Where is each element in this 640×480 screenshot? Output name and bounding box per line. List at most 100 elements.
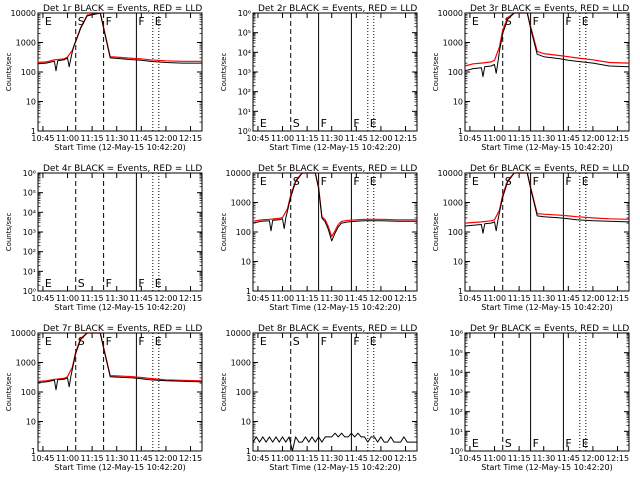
series-line-events bbox=[464, 172, 630, 234]
marker-label-S: S bbox=[293, 117, 300, 130]
y-tick-label: 10³ bbox=[450, 388, 463, 397]
y-axis-label: Counts/sec bbox=[220, 53, 228, 92]
x-tick-label: 11:30 bbox=[105, 454, 128, 463]
marker-label-E: E bbox=[582, 175, 589, 188]
marker-label-E: E bbox=[260, 117, 267, 130]
y-tick-label: 1000 bbox=[16, 39, 36, 48]
y-tick-label: 10⁰ bbox=[238, 127, 251, 136]
y-tick-label: 10⁶ bbox=[238, 9, 251, 18]
panel-title: Det 5r BLACK = Events, RED = LLD bbox=[258, 164, 417, 174]
x-tick-label: 11:30 bbox=[532, 454, 555, 463]
panel-det-5r: Det 5r BLACK = Events, RED = LLD Counts/s… bbox=[220, 164, 418, 312]
x-tick-label: 11:45 bbox=[130, 454, 153, 463]
marker-label-E: E bbox=[45, 335, 52, 348]
y-tick-label: 10¹ bbox=[450, 427, 463, 436]
x-tick-label: 11:00 bbox=[56, 134, 79, 143]
marker-label-E: E bbox=[45, 277, 52, 290]
y-tick-label: 1 bbox=[246, 447, 251, 456]
y-axis-label: Counts/sec bbox=[432, 373, 440, 412]
panel-title: Det 6r BLACK = Events, RED = LLD bbox=[470, 164, 629, 174]
y-tick-label: 10⁴ bbox=[450, 368, 463, 377]
y-tick-label: 10² bbox=[450, 408, 463, 417]
x-tick-label: 10:45 bbox=[458, 134, 481, 143]
panel-det-7r: Det 7r BLACK = Events, RED = LLD Counts/s… bbox=[5, 324, 203, 472]
x-tick-label: 11:45 bbox=[130, 134, 153, 143]
y-tick-label: 10⁶ bbox=[23, 169, 36, 178]
x-tick-label: 12:15 bbox=[179, 134, 202, 143]
x-tick-label: 11:30 bbox=[532, 134, 555, 143]
x-tick-label: 11:15 bbox=[296, 454, 319, 463]
y-tick-label: 10⁴ bbox=[238, 48, 251, 57]
y-tick-label: 1 bbox=[458, 287, 463, 296]
y-tick-label: 10000 bbox=[226, 169, 251, 178]
marker-label-S: S bbox=[505, 15, 512, 28]
series-line-lld bbox=[464, 12, 630, 67]
marker-label-S: S bbox=[78, 335, 85, 348]
y-tick-label: 1000 bbox=[443, 199, 463, 208]
x-tick-label: 11:15 bbox=[81, 134, 104, 143]
marker-label-E: E bbox=[472, 437, 479, 450]
plot-frame bbox=[464, 12, 630, 132]
y-tick-label: 100 bbox=[448, 68, 463, 77]
x-tick-label: 11:00 bbox=[271, 134, 294, 143]
x-tick-label: 11:30 bbox=[532, 294, 555, 303]
x-tick-label: 11:45 bbox=[345, 454, 368, 463]
x-tick-label: 11:30 bbox=[320, 294, 343, 303]
x-tick-label: 12:15 bbox=[394, 454, 417, 463]
marker-label-F: F bbox=[533, 437, 539, 450]
x-tick-label: 12:00 bbox=[369, 294, 392, 303]
marker-label-F: F bbox=[321, 335, 327, 348]
x-axis-label: Start Time (12-May-15 10:42:20) bbox=[269, 463, 400, 472]
marker-label-E: E bbox=[472, 15, 479, 28]
y-tick-label: 10000 bbox=[226, 329, 251, 338]
plot-frame bbox=[37, 332, 203, 452]
x-tick-label: 11:00 bbox=[483, 454, 506, 463]
x-tick-label: 11:15 bbox=[296, 294, 319, 303]
y-tick-label: 10 bbox=[453, 258, 463, 267]
y-tick-label: 10³ bbox=[23, 228, 36, 237]
y-tick-label: 10000 bbox=[11, 329, 36, 338]
y-tick-label: 10² bbox=[238, 88, 251, 97]
y-tick-label: 10⁰ bbox=[23, 287, 36, 296]
x-tick-label: 11:30 bbox=[320, 454, 343, 463]
panel-det-1r: Det 1r BLACK = Events, RED = LLD Counts/s… bbox=[5, 4, 203, 152]
marker-label-E: E bbox=[582, 15, 589, 28]
panel-title: Det 8r BLACK = Events, RED = LLD bbox=[258, 324, 417, 334]
x-axis-label: Start Time (12-May-15 10:42:20) bbox=[269, 303, 400, 312]
x-tick-label: 12:00 bbox=[369, 134, 392, 143]
marker-label-F: F bbox=[321, 117, 327, 130]
marker-label-E: E bbox=[260, 335, 267, 348]
marker-label-E: E bbox=[155, 335, 162, 348]
y-tick-label: 10000 bbox=[11, 9, 36, 18]
marker-label-E: E bbox=[472, 175, 479, 188]
x-tick-label: 12:15 bbox=[606, 454, 629, 463]
marker-label-F: F bbox=[106, 15, 112, 28]
marker-label-S: S bbox=[78, 277, 85, 290]
marker-label-E: E bbox=[370, 335, 377, 348]
x-tick-label: 11:45 bbox=[557, 134, 580, 143]
marker-label-F: F bbox=[353, 335, 359, 348]
marker-label-E: E bbox=[370, 175, 377, 188]
series-line-events bbox=[37, 332, 203, 391]
x-tick-label: 11:45 bbox=[557, 454, 580, 463]
x-tick-label: 12:15 bbox=[606, 134, 629, 143]
x-tick-label: 11:45 bbox=[130, 294, 153, 303]
panel-det-9r: Det 9r BLACK = Events, RED = LLD Counts/s… bbox=[432, 324, 630, 472]
x-tick-label: 12:00 bbox=[581, 134, 604, 143]
marker-label-F: F bbox=[533, 15, 539, 28]
panel-det-8r: Det 8r BLACK = Events, RED = LLD Counts/s… bbox=[220, 324, 418, 472]
plot-frame bbox=[37, 12, 203, 132]
marker-label-E: E bbox=[155, 277, 162, 290]
y-tick-label: 10 bbox=[241, 418, 251, 427]
panel-det-6r: Det 6r BLACK = Events, RED = LLD Counts/s… bbox=[432, 164, 630, 312]
series-line-events bbox=[37, 12, 202, 72]
x-tick-label: 10:45 bbox=[31, 294, 54, 303]
x-tick-label: 11:45 bbox=[345, 294, 368, 303]
x-tick-label: 12:15 bbox=[179, 454, 202, 463]
y-tick-label: 10⁵ bbox=[23, 189, 36, 198]
x-tick-label: 12:15 bbox=[179, 294, 202, 303]
x-tick-label: 10:45 bbox=[246, 134, 269, 143]
x-tick-label: 11:15 bbox=[296, 134, 319, 143]
x-tick-label: 11:45 bbox=[345, 134, 368, 143]
